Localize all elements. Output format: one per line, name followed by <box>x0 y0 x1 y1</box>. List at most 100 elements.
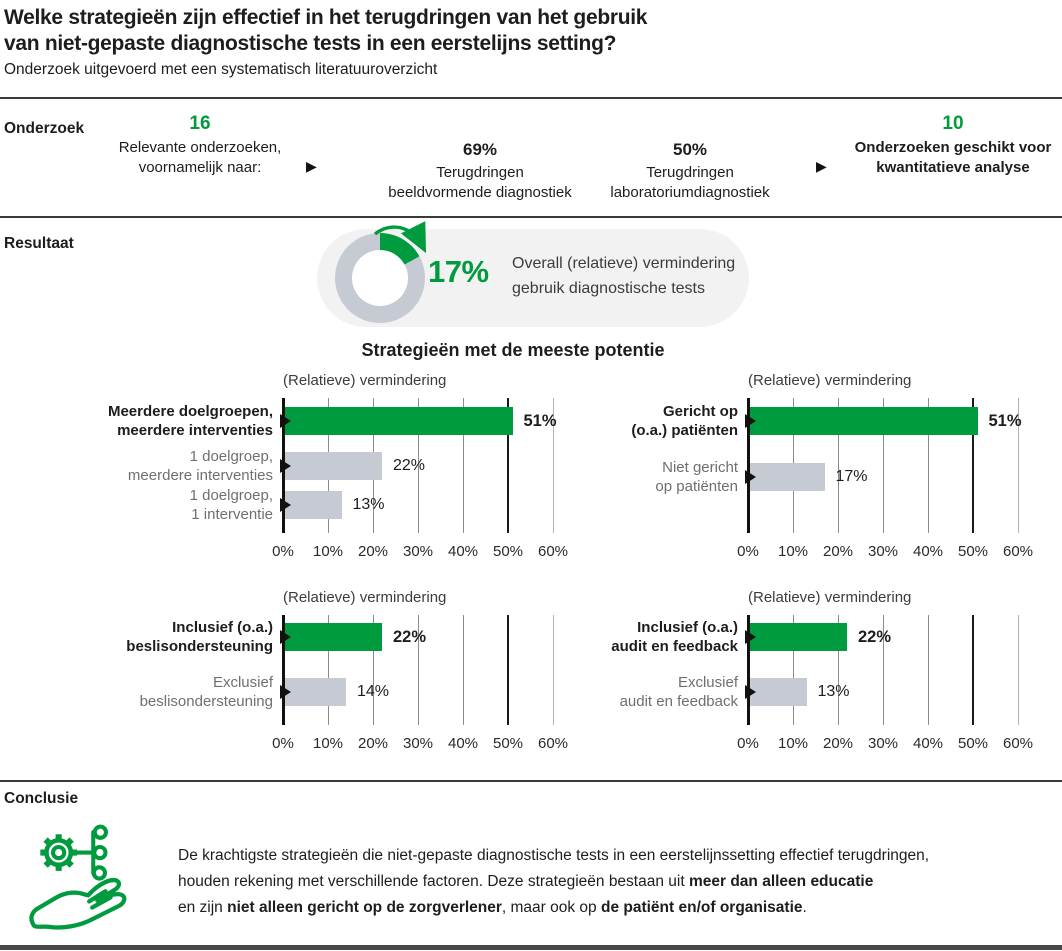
chart-title: (Relatieve) vermindering <box>283 372 447 389</box>
category-label: Meerdere doelgroepen, meerdere intervent… <box>107 403 273 439</box>
category-label: 1 doelgroep, meerdere interventies <box>127 448 273 484</box>
flow-step-imaging: 69% Terugdringen beeldvormende diagnosti… <box>365 140 595 203</box>
section-label-conclusie: Conclusie <box>4 790 79 807</box>
flow-step-text: Onderzoeken geschikt voor <box>854 139 1052 156</box>
flow-step-text: kwantitatieve analyse <box>876 159 1030 176</box>
x-tick-label: 60% <box>537 735 569 752</box>
bar-marker-triangle-icon <box>745 414 756 428</box>
chart-title: (Relatieve) vermindering <box>748 372 912 389</box>
bar-marker-triangle-icon <box>745 470 756 484</box>
gridline <box>507 398 509 533</box>
flow-step-text: Terugdringen <box>646 164 734 181</box>
donut-description-line2: gebruik diagnostische tests <box>512 280 705 297</box>
flow-step-text: beeldvormende diagnostiek <box>388 184 572 201</box>
x-tick-label: 30% <box>867 543 899 560</box>
bar-value-label: 51% <box>988 412 1022 430</box>
x-tick-label: 10% <box>312 543 344 560</box>
chart-plot-area: Gericht op (o.a.) patiënten 51% Niet geric… <box>631 398 1033 560</box>
hand-holding-gear-network-icon <box>29 824 127 930</box>
bar <box>283 623 382 651</box>
bar <box>748 623 847 651</box>
x-tick-label: 50% <box>957 735 989 752</box>
gridline <box>373 615 374 725</box>
category-label: Exclusief audit en feedback <box>619 674 738 710</box>
bar-value-label: 22% <box>858 628 892 646</box>
chart-plot-area: Inclusief (o.a.) beslisondersteuning 22% E… <box>126 615 568 752</box>
flow-step-value: 10 <box>942 113 964 134</box>
conclusion-bold-segment: de patiënt en/of organisatie <box>600 899 803 916</box>
bar-marker-triangle-icon <box>280 459 291 473</box>
x-tick-label: 10% <box>777 543 809 560</box>
gridline <box>418 615 419 725</box>
section-label-onderzoek: Onderzoek <box>4 120 85 137</box>
bar <box>283 678 346 706</box>
bar-marker-triangle-icon <box>745 685 756 699</box>
conclusion-segment: De krachtigste strategieën die niet-gepa… <box>178 847 930 890</box>
gridline <box>838 398 839 533</box>
gridline <box>463 398 464 533</box>
x-tick-label: 50% <box>957 543 989 560</box>
bar-marker-triangle-icon <box>745 630 756 644</box>
conclusion-bold-segment: niet alleen gericht op de zorgverlener <box>227 899 502 916</box>
category-label: Niet gericht op patiënten <box>655 459 738 495</box>
category-label: 1 doelgroep, 1 interventie <box>189 487 273 523</box>
donut-description: Overall (relatieve) vermindering gebruik… <box>512 251 735 301</box>
bar-marker-triangle-icon <box>280 498 291 512</box>
bar-marker-triangle-icon <box>280 685 291 699</box>
bar-value-label: 22% <box>393 628 427 646</box>
chart-plot-area: Meerdere doelgroepen, meerdere intervent… <box>108 398 568 560</box>
x-tick-label: 30% <box>402 543 434 560</box>
gridline <box>1018 615 1019 725</box>
flow-step-text: Terugdringen <box>436 164 524 181</box>
x-tick-label: 40% <box>912 735 944 752</box>
flow-step-text: voornamelijk naar: <box>138 159 262 176</box>
bar-chart-beslisondersteuning: (Relatieve) vermindering Inclusief (o.a.… <box>126 589 568 764</box>
page-title-line2: van niet-gepaste diagnostische tests in … <box>4 32 617 55</box>
divider-rule-top <box>0 97 1062 99</box>
conclusion-text: De krachtigste strategieën die niet-gepa… <box>178 843 1048 921</box>
flow-step-value: 69% <box>462 140 498 159</box>
x-tick-label: 20% <box>822 543 854 560</box>
x-tick-label: 30% <box>402 735 434 752</box>
gridline <box>883 398 884 533</box>
x-tick-label: 20% <box>357 735 389 752</box>
flow-step-text: laboratoriumdiagnostiek <box>610 184 770 201</box>
flow-step-value: 16 <box>189 113 211 134</box>
gridline <box>883 615 884 725</box>
gridline <box>507 615 509 725</box>
flow-step-studies: 16 Relevante onderzoeken, voornamelijk n… <box>85 113 315 178</box>
gridline <box>418 398 419 533</box>
x-tick-label: 20% <box>822 735 854 752</box>
bar-chart-doelgroepen: (Relatieve) vermindering Meerdere doelgr… <box>108 372 568 572</box>
bar <box>748 463 825 491</box>
donut-value: 17% <box>428 254 489 289</box>
bar-value-label: 22% <box>393 457 426 474</box>
bar <box>748 678 807 706</box>
gridline <box>972 615 974 725</box>
flow-arrow-icon: ▶ <box>816 158 827 174</box>
gridline <box>928 398 929 533</box>
x-tick-label: 40% <box>447 543 479 560</box>
network-nodes-icon <box>74 824 109 881</box>
hand-icon <box>29 877 127 930</box>
bar-value-label: 17% <box>835 468 868 485</box>
axis-line <box>282 398 285 533</box>
bar-marker-triangle-icon <box>280 414 291 428</box>
conclusion-segment: en zijn <box>178 899 223 916</box>
x-tick-label: 60% <box>1002 543 1034 560</box>
gridline <box>463 615 464 725</box>
page-title: Welke strategieën zijn effectief in het … <box>4 5 647 57</box>
gridline <box>553 398 554 533</box>
x-tick-label: 0% <box>272 735 294 752</box>
bar-chart-audit-feedback: (Relatieve) vermindering Inclusief (o.a.… <box>611 589 1033 764</box>
bar-chart-patienten: (Relatieve) vermindering Gericht op (o.a… <box>631 372 1033 572</box>
x-tick-label: 30% <box>867 735 899 752</box>
gridline <box>972 398 974 533</box>
bar-value-label: 13% <box>817 683 850 700</box>
chart-plot-area: Inclusief (o.a.) audit en feedback 22% Exc… <box>611 615 1033 752</box>
bar <box>748 407 978 435</box>
flow-step-quantitative: 10 Onderzoeken geschikt voor kwantitatie… <box>838 113 1062 178</box>
bar-value-label: 51% <box>523 412 557 430</box>
x-tick-label: 0% <box>737 735 759 752</box>
flow-step-value: 50% <box>672 140 708 159</box>
